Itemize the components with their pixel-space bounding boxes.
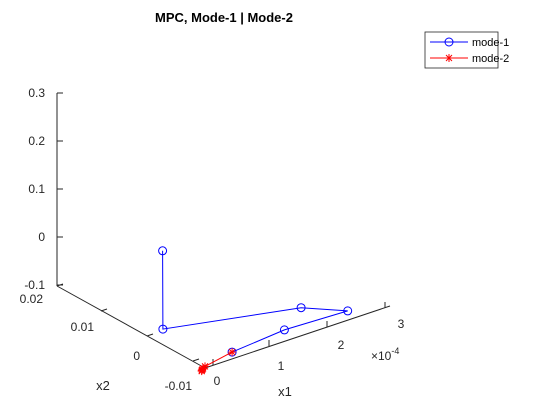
z-tick-label: 0.1 (28, 182, 45, 196)
data-point (296, 303, 306, 313)
y-tick-label: 0.02 (20, 292, 44, 306)
y-tick-label: -0.01 (165, 379, 193, 393)
x-axis-label: x1 (278, 384, 292, 399)
axes (56, 93, 391, 369)
series-line-mode-1 (162, 250, 348, 353)
x-axis-line (204, 305, 391, 369)
x-tick-label: 1 (278, 359, 285, 373)
legend-marker-mode-2 (445, 54, 453, 62)
series-layer (158, 246, 353, 376)
x-ticks: 0 1 2 3 ×10-4 x1 (212, 302, 405, 399)
y-axis-label: x2 (96, 378, 110, 393)
z-tick-label: -0.1 (24, 278, 45, 292)
data-point (343, 306, 353, 316)
legend-marker-mode-1 (444, 37, 454, 47)
legend-label-mode-1: mode-1 (472, 37, 509, 49)
legend-box (424, 31, 499, 69)
legend-label-mode-2: mode-2 (472, 53, 509, 65)
z-tick-label: 0 (38, 230, 45, 244)
y-tick-label: 0.01 (71, 320, 95, 334)
y-tick-label: 0 (133, 349, 140, 363)
series-mode-2 (197, 348, 237, 376)
y-ticks: 0.02 0.01 0 -0.01 x2 (20, 283, 200, 393)
z-tick-label: 0.2 (28, 134, 45, 148)
legend[interactable]: mode-1 mode-2 (424, 31, 509, 69)
data-point (158, 246, 168, 256)
chart-title: MPC, Mode-1 | Mode-2 (155, 10, 293, 25)
data-point (228, 348, 237, 357)
y-axis-line (56, 285, 206, 369)
x-tick-label: 3 (398, 317, 405, 331)
data-point (279, 325, 289, 335)
z-ticks: 0.3 0.2 0.1 0 -0.1 (24, 86, 63, 292)
x-exponent-label: ×10-4 (371, 346, 399, 363)
z-tick-label: 0.3 (28, 86, 45, 100)
series-mode-1 (158, 246, 353, 357)
data-point (197, 367, 206, 376)
x-tick-label: 0 (214, 374, 221, 388)
x-tick-label: 2 (338, 338, 345, 352)
data-point (158, 324, 168, 334)
